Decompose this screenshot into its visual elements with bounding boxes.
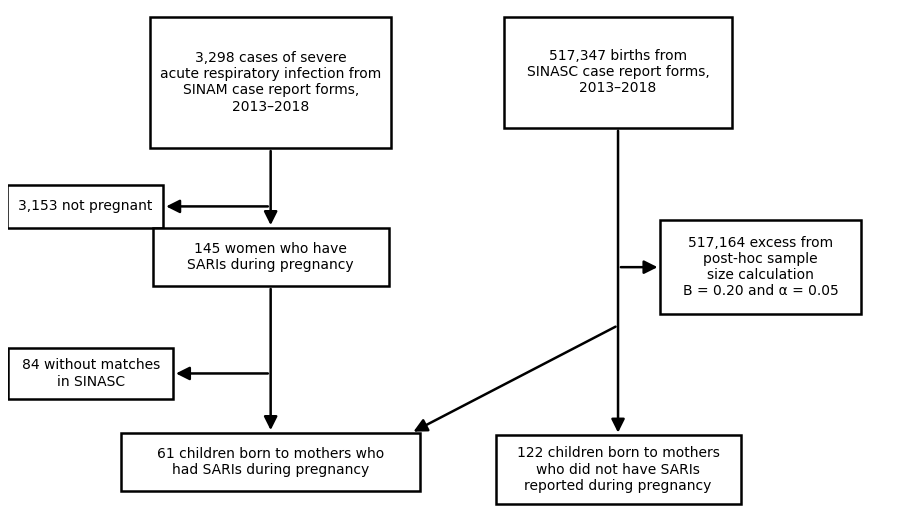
Text: 517,347 births from
SINASC case report forms,
2013–2018: 517,347 births from SINASC case report f…	[526, 49, 709, 96]
FancyBboxPatch shape	[496, 436, 741, 504]
Text: 122 children born to mothers
who did not have SARIs
reported during pregnancy: 122 children born to mothers who did not…	[517, 446, 719, 493]
FancyBboxPatch shape	[8, 348, 173, 399]
Text: 3,298 cases of severe
acute respiratory infection from
SINAM case report forms,
: 3,298 cases of severe acute respiratory …	[160, 51, 382, 114]
Text: 61 children born to mothers who
had SARIs during pregnancy: 61 children born to mothers who had SARI…	[157, 447, 384, 477]
FancyBboxPatch shape	[505, 17, 732, 128]
Text: 145 women who have
SARIs during pregnancy: 145 women who have SARIs during pregnanc…	[187, 242, 354, 272]
FancyBboxPatch shape	[661, 220, 860, 314]
FancyBboxPatch shape	[153, 228, 389, 286]
Text: 84 without matches
in SINASC: 84 without matches in SINASC	[22, 358, 160, 388]
Text: 3,153 not pregnant: 3,153 not pregnant	[18, 200, 153, 213]
FancyBboxPatch shape	[7, 185, 163, 228]
Text: 517,164 excess from
post-hoc sample
size calculation
B = 0.20 and α = 0.05: 517,164 excess from post-hoc sample size…	[683, 236, 839, 298]
FancyBboxPatch shape	[150, 17, 391, 148]
FancyBboxPatch shape	[122, 433, 420, 491]
